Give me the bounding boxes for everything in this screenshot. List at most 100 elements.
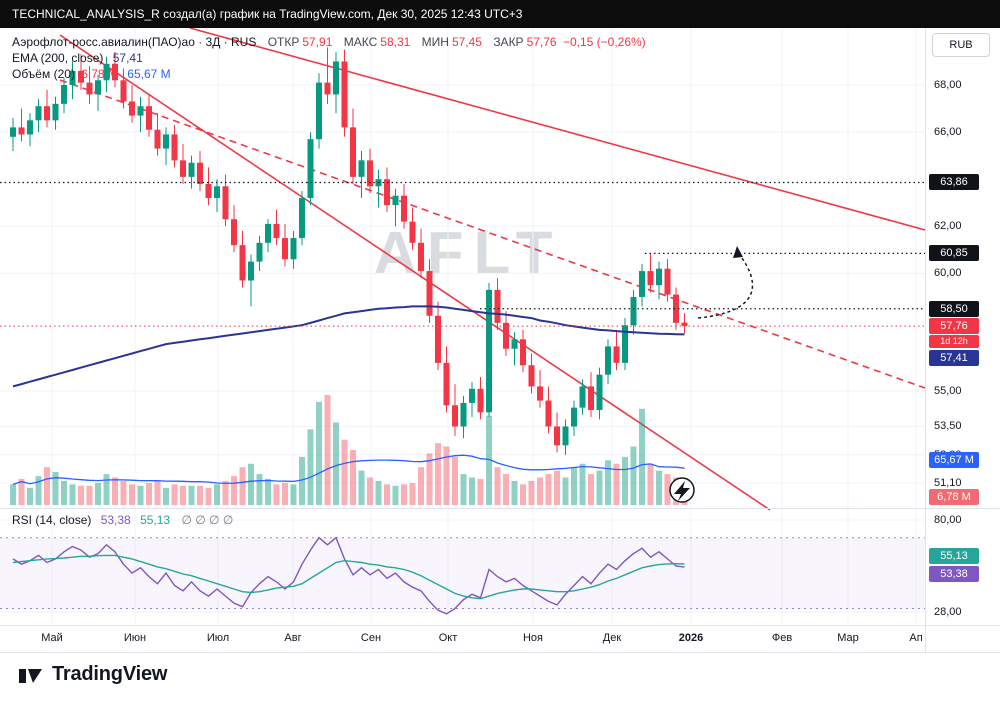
rsi-band — [0, 537, 925, 609]
ema-legend-row[interactable]: EMA (200, close) 57,41 — [12, 50, 646, 66]
candle-body — [613, 346, 620, 363]
candle-body — [78, 70, 84, 83]
time-axis-label: Июн — [123, 632, 147, 644]
rsi-value-badge: 53,38 — [929, 566, 979, 583]
candle-body — [290, 238, 297, 260]
candle-body — [69, 70, 76, 85]
chart-canvas[interactable] — [0, 0, 925, 652]
candle-body — [316, 82, 322, 140]
time-axis-label: Авг — [284, 632, 302, 644]
ema-line[interactable] — [12, 305, 685, 388]
candle-body — [630, 296, 637, 326]
rsi-legend-row[interactable]: RSI (14, close) 53,38 55,13 ∅ ∅ ∅ ∅ — [12, 513, 233, 527]
volume-bar — [95, 483, 101, 505]
candle-body — [622, 325, 628, 363]
level-price-badge: 63,86 — [929, 174, 979, 191]
rsi-value: 53,38 — [100, 513, 131, 527]
trendline-steep[interactable] — [59, 34, 771, 511]
rsi-line — [12, 536, 685, 615]
candle-body — [528, 365, 535, 387]
price-tick: 62,00 — [934, 220, 962, 233]
volume-current-badge: 6,78 М — [929, 489, 979, 505]
volume-bar — [120, 480, 127, 505]
time-axis-label: Ап — [909, 632, 923, 644]
volume-bar — [562, 477, 569, 505]
legend-block: Аэрофлот-росс.авиалин(ПАО)ао · 3Д · RUS … — [12, 34, 646, 82]
high-label: МАКС — [343, 35, 378, 49]
volume-bar — [86, 485, 93, 505]
time-axis[interactable]: Май Июн Июл Авг Сен Окт Ноя Дек 2026 Фев Мар Ап — [0, 625, 925, 652]
pane-separator[interactable] — [0, 625, 1000, 626]
candle-body — [494, 289, 501, 323]
candle-body — [537, 386, 543, 401]
time-axis-label: Июл — [206, 632, 230, 644]
volume-bar — [605, 460, 611, 505]
tradingview-brand-text[interactable]: TradingView — [52, 662, 168, 685]
volume-bar — [197, 485, 203, 505]
volume-bar — [333, 422, 339, 505]
volume-bar — [239, 467, 246, 505]
projection-arrowhead — [733, 246, 743, 258]
volume-legend-row[interactable]: Объём (20) 6,78 М 65,67 М — [12, 66, 646, 82]
candle-body — [154, 129, 161, 149]
volume-bar — [494, 467, 501, 505]
candle-body — [27, 120, 33, 135]
volume-bar — [307, 429, 314, 505]
tradingview-logo-icon[interactable] — [16, 660, 44, 688]
volume-bar — [10, 484, 16, 505]
volume-bar — [664, 474, 671, 505]
volume-ma-badge: 65,67 М — [929, 452, 979, 468]
candle-body — [673, 294, 679, 323]
volume-bar — [112, 477, 118, 505]
volume-bar — [188, 485, 195, 505]
chart-bottom-border — [0, 652, 1000, 653]
price-axis[interactable]: RUB 68,0066,0062,0060,0055,0053,5052,305… — [925, 28, 1000, 652]
candle-body — [129, 101, 135, 116]
trendline-upper[interactable] — [189, 27, 925, 231]
volume-bar — [171, 484, 178, 505]
volume-bar — [205, 487, 212, 505]
symbol-title[interactable]: Аэрофлот-росс.авиалин(ПАО)ао · 3Д · RUS — [12, 35, 257, 49]
candle-body — [95, 80, 101, 95]
ema-label[interactable]: EMA (200, close) — [12, 51, 104, 65]
trendline-dashed[interactable] — [59, 79, 925, 389]
volume-bar — [222, 480, 229, 505]
candle-body — [120, 80, 127, 102]
pane-separator[interactable] — [0, 508, 1000, 509]
volume-bar — [681, 500, 688, 505]
candle-body — [367, 160, 373, 187]
volume-bar — [375, 480, 382, 505]
rsi-label[interactable]: RSI (14, close) — [12, 513, 92, 527]
candle-body — [86, 82, 93, 95]
volume-bar — [299, 456, 305, 505]
projection-arrow — [697, 253, 754, 319]
rsi-ma-line — [12, 554, 685, 600]
volume-bar — [596, 470, 603, 505]
candle-body — [656, 268, 662, 286]
candle-body — [358, 160, 365, 177]
volume-bar — [350, 450, 356, 505]
footer: TradingView — [16, 660, 167, 688]
volume-bar — [146, 483, 152, 505]
candle-body — [52, 103, 59, 121]
price-tick: 55,00 — [934, 385, 962, 398]
candle-body — [205, 183, 212, 199]
candle-body — [426, 271, 433, 316]
volume-bar — [554, 470, 560, 505]
volume-label[interactable]: Объём (20) — [12, 67, 75, 81]
volume-bar — [273, 484, 280, 505]
volume-bar — [545, 474, 552, 505]
time-axis-label: Окт — [438, 632, 458, 644]
currency-label[interactable]: RUB — [932, 33, 990, 57]
time-axis-label: Май — [41, 632, 63, 644]
ema-value: 57,41 — [112, 51, 143, 65]
lightning-icon[interactable] — [674, 481, 690, 501]
candle-body — [307, 139, 314, 199]
rsi-ma-value: 55,13 — [140, 513, 171, 527]
price-tick: 68,00 — [934, 79, 962, 91]
rsi-tick: 80,00 — [934, 514, 962, 526]
candle-body — [231, 219, 237, 246]
symbol-legend-row[interactable]: Аэрофлот-росс.авиалин(ПАО)ао · 3Д · RUS … — [12, 34, 646, 50]
candle-body — [197, 162, 203, 184]
volume-bar — [426, 453, 433, 505]
